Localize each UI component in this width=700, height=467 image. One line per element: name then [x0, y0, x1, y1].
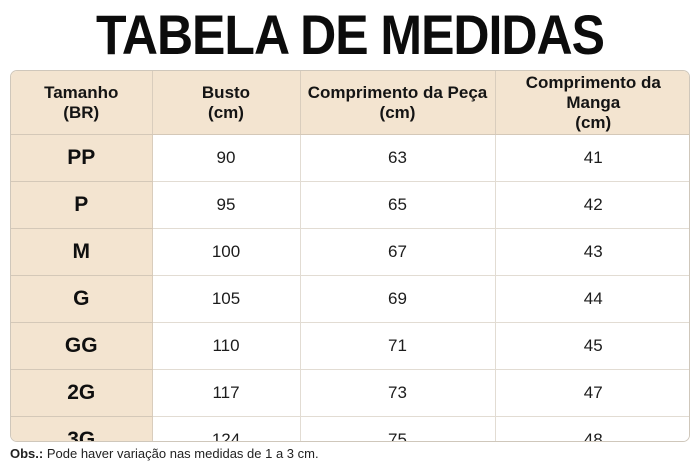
manga-cell: 42 [495, 181, 689, 229]
footnote-label: Obs.: [10, 446, 44, 461]
busto-cell: 105 [152, 275, 301, 323]
manga-cell: 43 [495, 228, 689, 276]
header-manga: Comprimento da Manga (cm) [495, 71, 689, 135]
busto-cell: 95 [152, 181, 301, 229]
table-row: 3G 124 75 48 [11, 416, 689, 441]
comprimento-cell: 67 [300, 228, 496, 276]
footnote-text: Pode haver variação nas medidas de 1 a 3… [46, 446, 319, 461]
size-cell: P [11, 181, 153, 229]
header-comprimento: Comprimento da Peça (cm) [300, 71, 496, 135]
table-row: GG 110 71 45 [11, 322, 689, 370]
table-row: 2G 117 73 47 [11, 369, 689, 417]
comprimento-cell: 63 [300, 134, 496, 182]
header-comprimento-label: Comprimento da Peça [307, 82, 488, 102]
comprimento-cell: 69 [300, 275, 496, 323]
busto-cell: 124 [152, 416, 301, 441]
size-cell: G [11, 275, 153, 323]
busto-cell: 117 [152, 369, 301, 417]
comprimento-cell: 65 [300, 181, 496, 229]
header-busto-label: Busto [201, 82, 251, 102]
table-row: PP 90 63 41 [11, 134, 689, 182]
header-size-unit: (BR) [63, 102, 100, 122]
header-size: Tamanho (BR) [11, 71, 153, 135]
busto-cell: 100 [152, 228, 301, 276]
manga-cell: 44 [495, 275, 689, 323]
page-title: TABELA DE MEDIDAS [96, 3, 605, 67]
size-cell: 3G [11, 416, 153, 441]
table-row: G 105 69 44 [11, 275, 689, 323]
table-header-row: Tamanho (BR) Busto (cm) Comprimento da P… [11, 71, 689, 135]
table-row: M 100 67 43 [11, 228, 689, 276]
header-comprimento-unit: (cm) [379, 102, 416, 122]
manga-cell: 48 [495, 416, 689, 441]
busto-cell: 90 [152, 134, 301, 182]
header-busto: Busto (cm) [152, 71, 301, 135]
comprimento-cell: 73 [300, 369, 496, 417]
size-cell: GG [11, 322, 153, 370]
size-chart-table: Tamanho (BR) Busto (cm) Comprimento da P… [10, 70, 690, 442]
footnote: Obs.: Pode haver variação nas medidas de… [10, 444, 319, 464]
comprimento-cell: 71 [300, 322, 496, 370]
header-busto-unit: (cm) [208, 102, 244, 122]
header-manga-label: Comprimento da Manga [525, 72, 661, 112]
header-size-label: Tamanho [44, 82, 119, 102]
comprimento-cell: 75 [300, 416, 496, 441]
header-manga-unit: (cm) [575, 112, 612, 132]
busto-cell: 110 [152, 322, 301, 370]
size-cell: PP [11, 134, 153, 182]
manga-cell: 41 [495, 134, 689, 182]
size-cell: 2G [11, 369, 153, 417]
manga-cell: 45 [495, 322, 689, 370]
manga-cell: 47 [495, 369, 689, 417]
table-row: P 95 65 42 [11, 181, 689, 229]
size-cell: M [11, 228, 153, 276]
